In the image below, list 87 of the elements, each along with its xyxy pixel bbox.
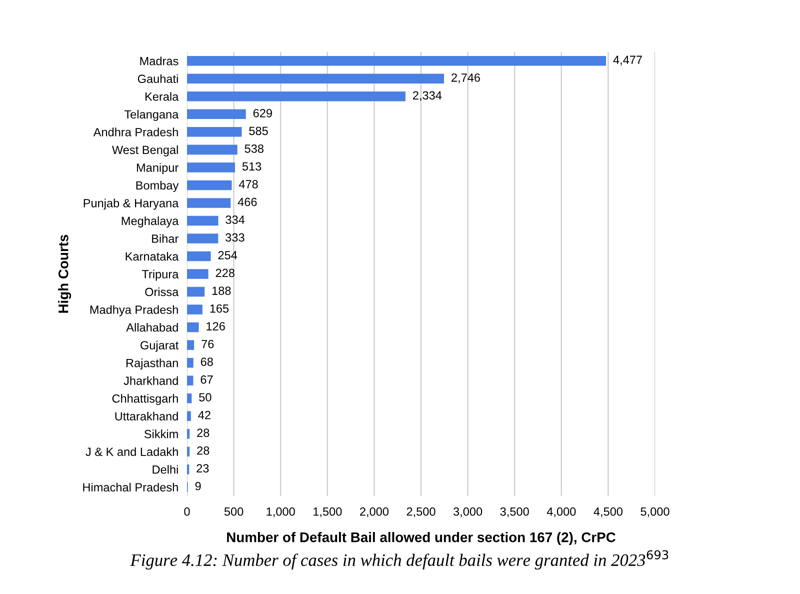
y-tick-label: West Bengal: [112, 145, 178, 156]
data-label: 254: [218, 251, 238, 260]
data-label: 50: [199, 393, 212, 402]
x-tick-label: 4,000: [546, 507, 576, 518]
y-tick-label: Tripura: [142, 270, 179, 281]
x-tick-label: 1,500: [314, 507, 342, 518]
y-tick-label: Karnataka: [126, 252, 179, 261]
x-tick-label: 500: [224, 507, 244, 516]
data-label: 68: [200, 358, 213, 366]
bar: [187, 180, 232, 190]
y-tick-label: Chhattisgarh: [112, 394, 178, 406]
x-tick-label: 2,000: [360, 507, 389, 518]
y-tick-label: Bombay: [136, 180, 179, 192]
x-tick-label: 4,500: [594, 507, 623, 518]
y-tick-label: Madras: [140, 56, 178, 66]
data-label: 228: [216, 268, 234, 278]
data-label: 23: [196, 464, 209, 473]
bar: [187, 358, 194, 368]
bar: [187, 162, 236, 172]
x-tick-label: 5,000: [640, 507, 670, 518]
data-label: 4,477: [613, 56, 642, 66]
bar: [187, 109, 246, 120]
y-tick-label: Telangana: [124, 110, 179, 121]
data-label: 629: [253, 108, 272, 118]
bar: [187, 144, 238, 155]
y-tick-label: Jharkhand: [124, 376, 178, 385]
y-tick-label: Gujarat: [140, 340, 179, 352]
y-tick-label: Gauhati: [138, 74, 178, 84]
data-label: 478: [238, 180, 258, 188]
bar: [187, 376, 194, 386]
data-label: 334: [226, 216, 245, 224]
y-tick-label: Meghalaya: [122, 216, 179, 228]
bar: [187, 127, 242, 137]
y-tick-label: Himachal Pradesh: [83, 482, 178, 492]
data-label: 9: [195, 482, 201, 490]
bar: [187, 286, 205, 297]
y-tick-label: Delhi: [152, 465, 178, 474]
y-tick-label: Allahabad: [126, 323, 178, 332]
bar: [187, 304, 202, 314]
data-label: 67: [200, 375, 213, 384]
data-label: 585: [249, 126, 268, 136]
data-label: 28: [197, 446, 210, 455]
data-label: 188: [212, 286, 231, 295]
bar: [187, 251, 211, 262]
bar: [187, 234, 218, 244]
bar: [187, 393, 192, 404]
x-tick-label: 2,500: [406, 507, 436, 518]
data-label: 2,334: [413, 91, 442, 101]
x-tick-label: 3,500: [500, 507, 529, 518]
bar: [187, 216, 218, 226]
data-label: 76: [202, 340, 214, 348]
x-tick-label: 3,000: [453, 507, 482, 518]
y-tick-label: Madhya Pradesh: [90, 305, 178, 316]
data-label: 466: [238, 198, 257, 206]
x-tick-label: 1,000: [266, 507, 295, 518]
bar: [187, 74, 444, 84]
y-tick-label: Bihar: [152, 234, 178, 243]
x-tick-label: 0: [184, 507, 190, 516]
data-label: 165: [210, 304, 229, 313]
bar: [187, 198, 231, 208]
bar: [187, 428, 190, 439]
bar: [187, 269, 208, 279]
bar: [187, 322, 199, 332]
y-tick-label: Punjab & Haryana: [84, 198, 179, 210]
data-label: 513: [242, 162, 262, 171]
data-label: 42: [198, 410, 210, 420]
y-tick-label: Sikkim: [144, 430, 178, 438]
y-tick-label: Rajasthan: [126, 358, 178, 370]
x-axis-title: Number of Default Bail allowed under section 167 (2), CrPC: [227, 532, 616, 545]
bar: [187, 446, 190, 456]
y-tick-label: Orissa: [145, 287, 179, 296]
data-label: 126: [206, 322, 225, 330]
data-label: 2,746: [452, 73, 480, 84]
bar: [187, 56, 606, 66]
bar: [187, 92, 406, 102]
y-tick-label: Andhra Pradesh: [93, 128, 178, 136]
y-tick-label: J & K and Ladakh: [86, 447, 178, 456]
bar: [187, 340, 194, 350]
y-tick-label: Kerala: [146, 92, 179, 101]
y-axis-title: High Courts: [58, 234, 72, 313]
data-label: 28: [197, 428, 210, 438]
data-label: 538: [244, 144, 264, 153]
y-tick-label: Uttarakhand: [115, 412, 178, 420]
caption: Figure 4.12: Number of cases in which default bails were granted in 2023$^{693}$: [130, 550, 668, 570]
data-label: 333: [226, 233, 244, 242]
bar: [187, 411, 191, 421]
y-tick-label: Manipur: [136, 163, 178, 174]
